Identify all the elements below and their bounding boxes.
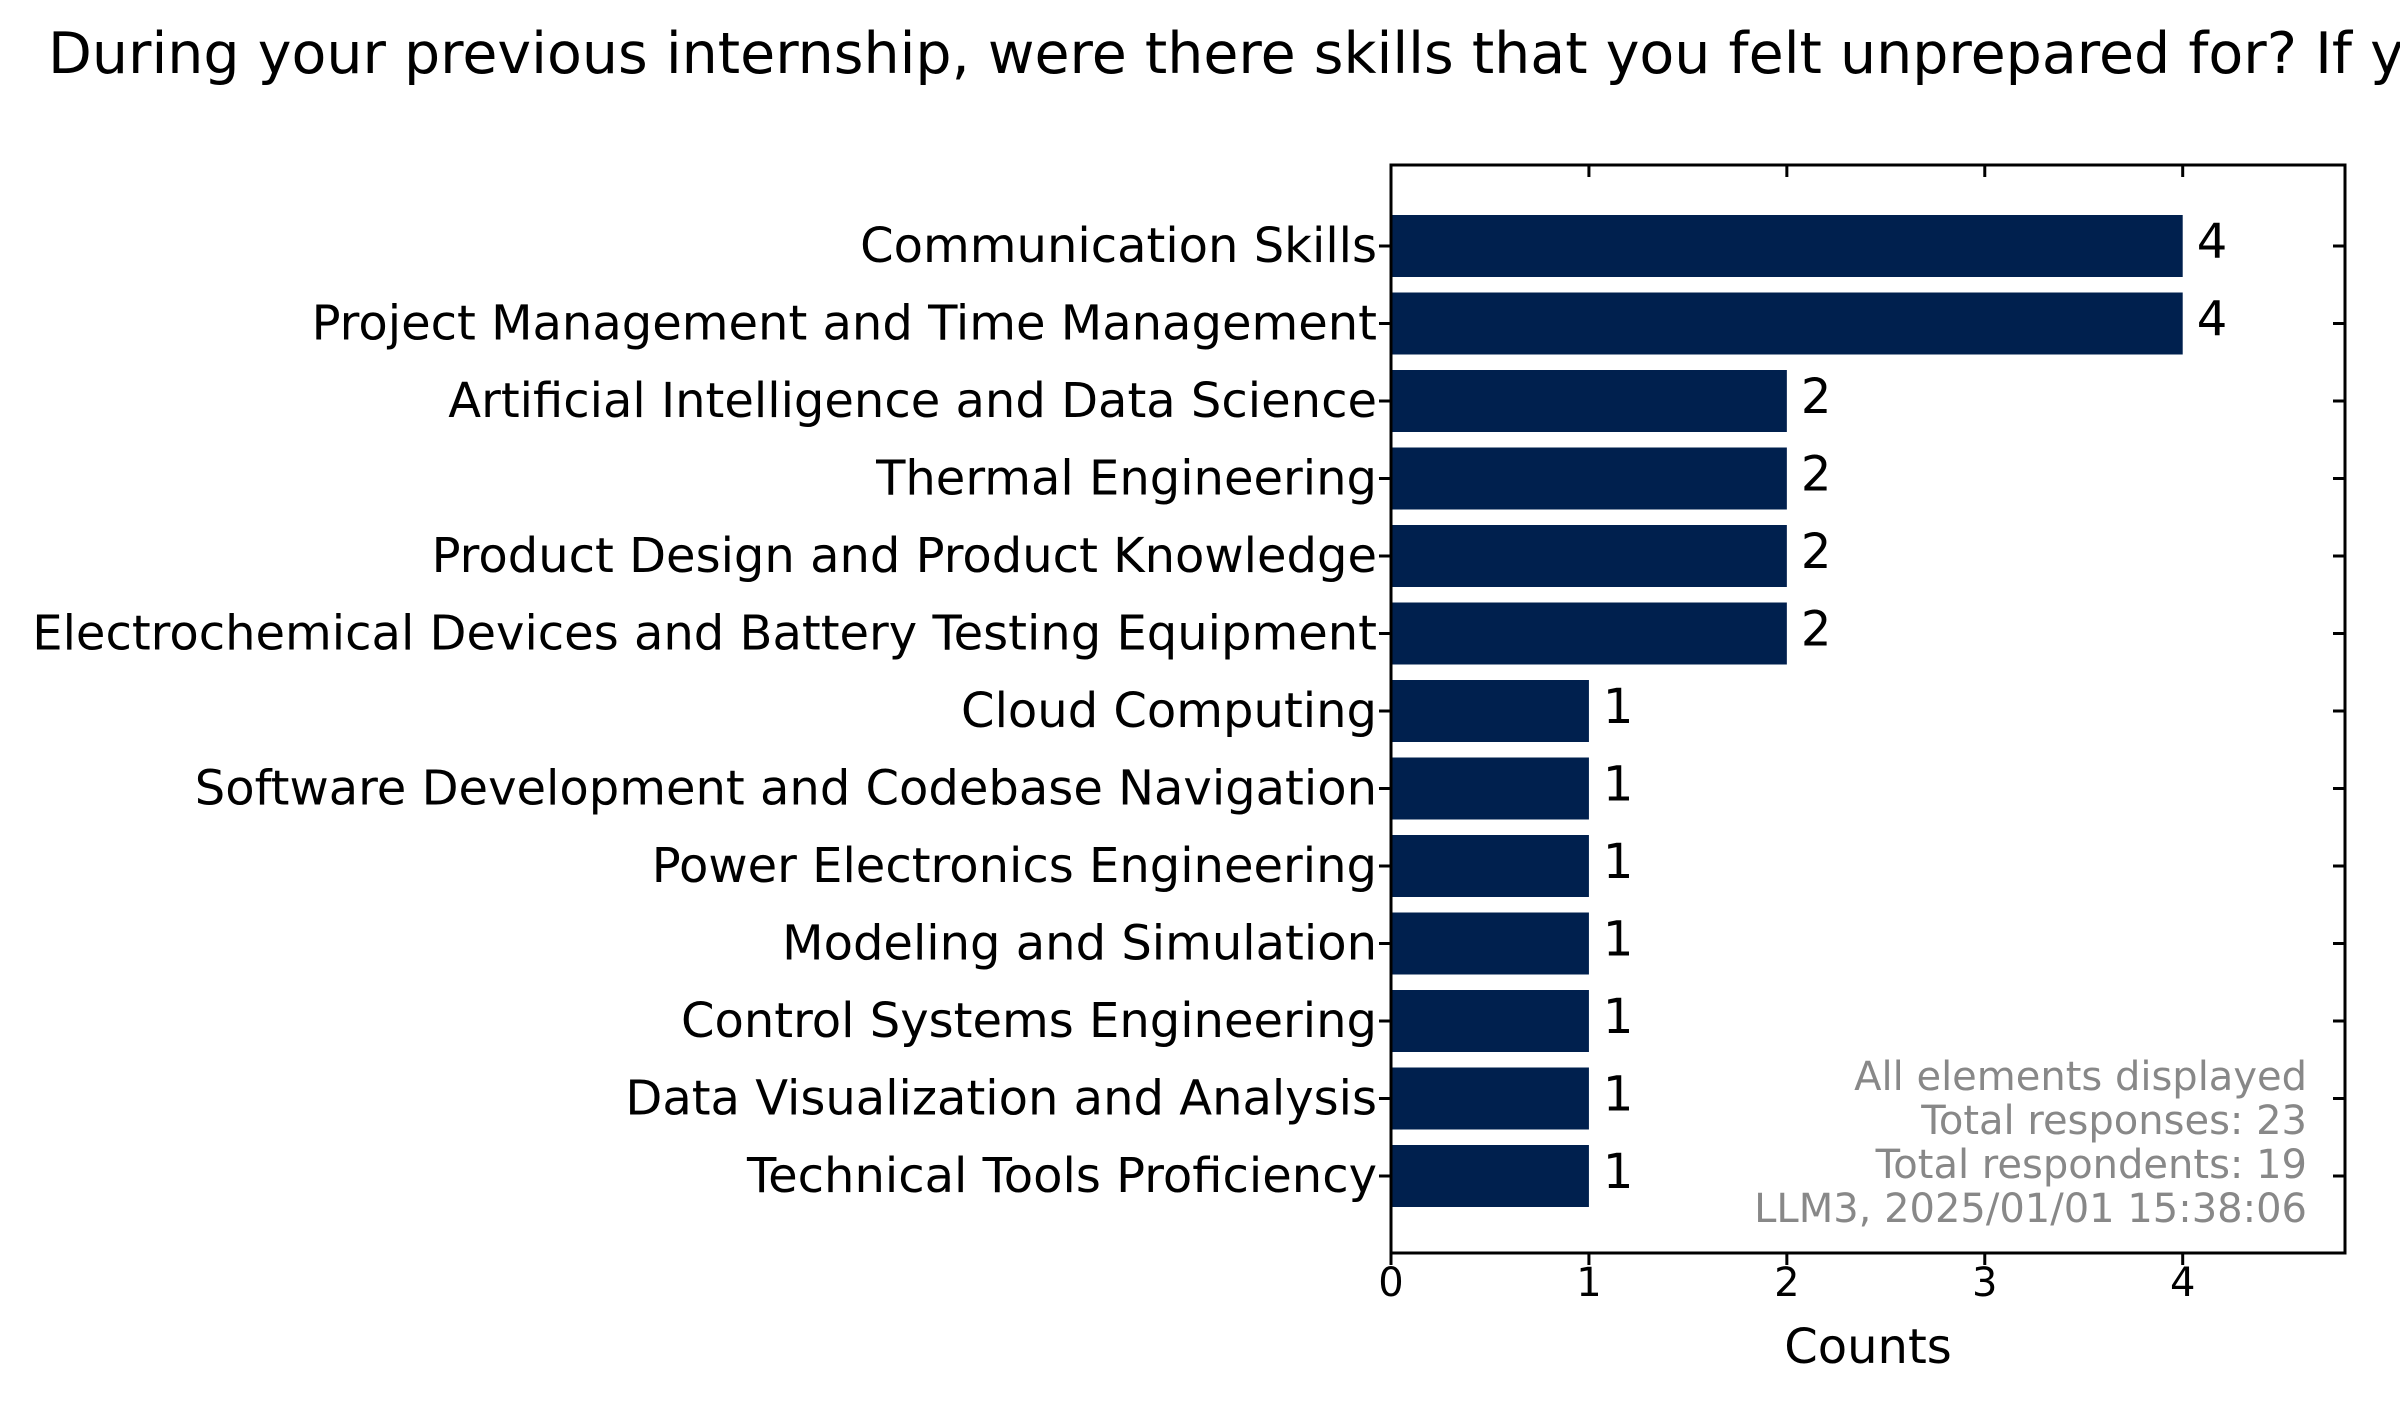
category-label: Artificial Intelligence and Data Science <box>448 373 1377 429</box>
category-label: Software Development and Codebase Naviga… <box>195 761 1377 817</box>
x-tick-label: 0 <box>1378 1260 1403 1306</box>
category-label: Thermal Engineering <box>875 451 1377 507</box>
category-label: Product Design and Product Knowledge <box>432 528 1377 584</box>
category-label: Data Visualization and Analysis <box>625 1071 1377 1127</box>
bar <box>1391 525 1787 587</box>
bar <box>1391 680 1589 742</box>
category-label: Modeling and Simulation <box>782 916 1377 972</box>
bar <box>1391 757 1589 820</box>
value-label: 2 <box>1801 524 1832 580</box>
x-tick-label: 4 <box>2170 1260 2195 1306</box>
bar <box>1391 1067 1589 1130</box>
value-label: 4 <box>2197 292 2228 348</box>
bar <box>1391 912 1589 975</box>
chart-title: During your previous internship, were th… <box>48 21 2400 87</box>
bar <box>1391 447 1787 510</box>
category-label: Communication Skills <box>860 218 1377 274</box>
category-label: Electrochemical Devices and Battery Test… <box>32 606 1377 662</box>
value-label: 2 <box>1801 602 1832 658</box>
value-label: 1 <box>1603 679 1634 735</box>
value-label: 1 <box>1603 757 1634 813</box>
bar <box>1391 602 1787 665</box>
value-label: 1 <box>1603 834 1634 890</box>
value-label: 1 <box>1603 989 1634 1045</box>
x-tick-label: 1 <box>1576 1260 1601 1306</box>
category-label: Control Systems Engineering <box>681 993 1377 1049</box>
value-label: 1 <box>1603 1144 1634 1200</box>
bar <box>1391 370 1787 432</box>
annotation-line: Total respondents: 19 <box>1875 1142 2307 1188</box>
bar <box>1391 990 1589 1052</box>
bar <box>1391 1145 1589 1207</box>
value-label: 1 <box>1603 1067 1634 1123</box>
x-axis-label: Counts <box>1784 1319 1952 1375</box>
annotation-line: Total responses: 23 <box>1920 1098 2307 1144</box>
category-label: Project Management and Time Management <box>312 296 1377 352</box>
value-label: 4 <box>2197 214 2228 270</box>
annotation-line: All elements displayed <box>1854 1054 2307 1100</box>
bar <box>1391 835 1589 897</box>
category-label: Power Electronics Engineering <box>652 838 1377 894</box>
bar <box>1391 292 2183 355</box>
annotation-line: LLM3, 2025/01/01 15:38:06 <box>1754 1186 2307 1232</box>
bar <box>1391 215 2183 277</box>
x-tick-label: 2 <box>1774 1260 1799 1306</box>
value-label: 2 <box>1801 447 1832 503</box>
value-label: 2 <box>1801 369 1832 425</box>
category-label: Technical Tools Proficiency <box>746 1148 1377 1204</box>
value-label: 1 <box>1603 912 1634 968</box>
category-label: Cloud Computing <box>961 683 1377 739</box>
plot-frame <box>1389 163 2347 1255</box>
x-tick-label: 3 <box>1972 1260 1997 1306</box>
